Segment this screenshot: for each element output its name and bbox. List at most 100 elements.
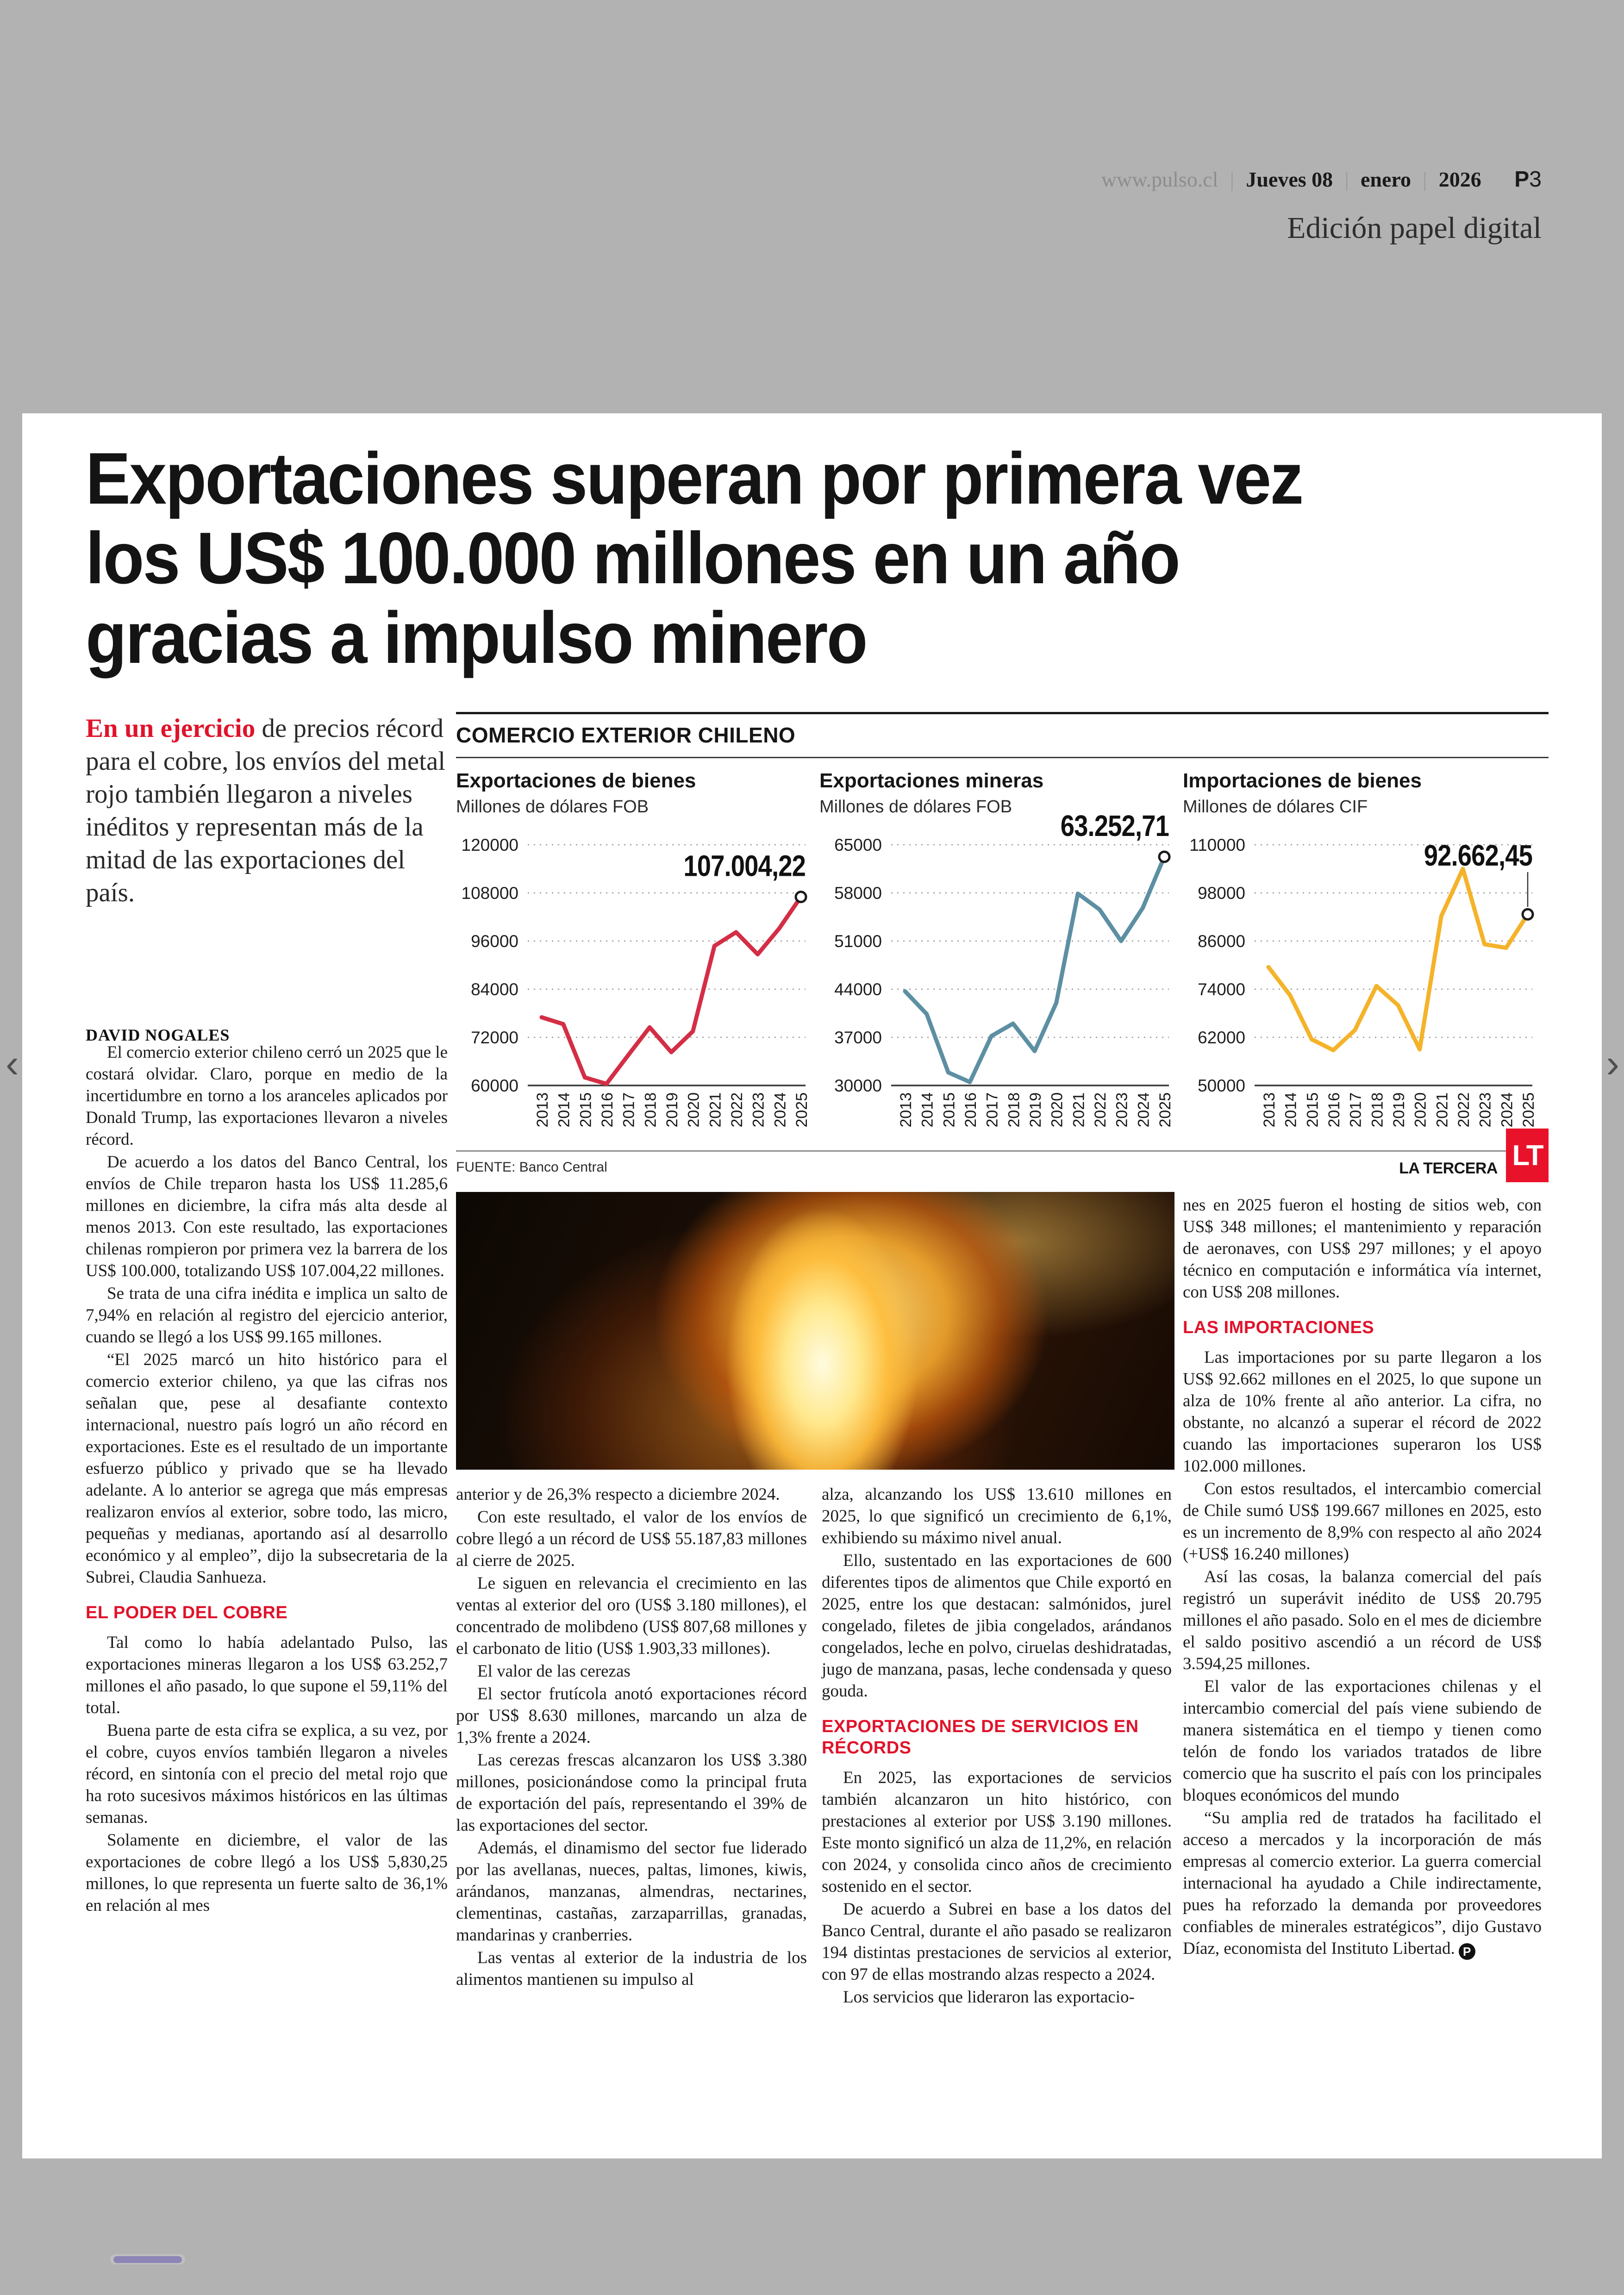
svg-text:2024: 2024 — [1135, 1092, 1152, 1128]
svg-text:84000: 84000 — [471, 980, 518, 999]
svg-text:2022: 2022 — [728, 1092, 746, 1128]
svg-text:2014: 2014 — [919, 1092, 937, 1128]
svg-text:2024: 2024 — [771, 1092, 789, 1128]
previous-page-arrow-icon[interactable]: ‹ — [6, 1041, 19, 1086]
svg-text:96000: 96000 — [471, 932, 518, 951]
svg-text:110000: 110000 — [1189, 836, 1245, 854]
svg-text:2013: 2013 — [534, 1092, 551, 1128]
svg-text:2023: 2023 — [1113, 1092, 1131, 1128]
molten-copper-photo — [456, 1192, 1174, 1470]
article-headline: Exportaciones superan por primera vez lo… — [86, 439, 1363, 678]
svg-text:Millones de dólares FOB: Millones de dólares FOB — [819, 797, 1012, 817]
svg-text:2021: 2021 — [1070, 1092, 1087, 1128]
body-paragraph: Las ventas al exterior de la industria d… — [456, 1948, 807, 1989]
body-paragraph: Así las cosas, la balanza comercial del … — [1183, 1567, 1542, 1673]
svg-text:2018: 2018 — [1368, 1092, 1386, 1128]
svg-text:2015: 2015 — [940, 1092, 958, 1128]
svg-text:2022: 2022 — [1455, 1092, 1473, 1128]
body-paragraph: El sector frutícola anotó exportaciones … — [456, 1684, 807, 1747]
body-paragraph: Con este resultado, el valor de los enví… — [456, 1508, 807, 1570]
separator: | — [1423, 168, 1427, 191]
svg-text:92.662,45: 92.662,45 — [1424, 839, 1532, 872]
svg-text:2025: 2025 — [793, 1092, 811, 1128]
svg-text:2025: 2025 — [1156, 1092, 1174, 1128]
site-url: www.pulso.cl — [1101, 168, 1218, 191]
svg-text:Exportaciones mineras: Exportaciones mineras — [819, 769, 1043, 792]
svg-text:108000: 108000 — [462, 884, 518, 903]
section-subhead: EL PODER DEL COBRE — [86, 1603, 288, 1622]
svg-text:2023: 2023 — [750, 1092, 768, 1128]
svg-text:2020: 2020 — [1049, 1092, 1066, 1128]
body-column-3: alza, alcanzando los US$ 13.610 millones… — [822, 1484, 1172, 2009]
svg-text:2023: 2023 — [1477, 1092, 1494, 1128]
body-paragraph: “Su amplia red de tratados ha facilitado… — [1183, 1807, 1542, 1960]
headline-line: gracias a impulso minero — [86, 597, 868, 679]
svg-text:2016: 2016 — [1325, 1092, 1343, 1128]
infographic-top-rule — [456, 712, 1549, 714]
svg-text:Millones de dólares FOB: Millones de dólares FOB — [456, 797, 649, 817]
separator: | — [1230, 168, 1234, 191]
svg-text:Millones de dólares CIF: Millones de dólares CIF — [1183, 797, 1368, 817]
chart-mining-exports: Exportaciones mineras Millones de dólares… — [819, 766, 1176, 1150]
end-of-article-mark: P — [1458, 1943, 1475, 1960]
lead-bold-text: En un ejercicio — [86, 714, 256, 743]
svg-text:65000: 65000 — [834, 836, 882, 854]
svg-text:2015: 2015 — [1304, 1092, 1321, 1128]
infographic-inner-rule — [456, 757, 1549, 758]
svg-text:2014: 2014 — [1282, 1092, 1300, 1128]
separator: | — [1344, 168, 1349, 191]
svg-text:2013: 2013 — [1261, 1092, 1278, 1128]
svg-text:2016: 2016 — [599, 1092, 616, 1128]
publisher-credit: LA TERCERA LT — [1399, 1129, 1549, 1182]
body-column-2: anterior y de 26,3% respecto a diciembre… — [456, 1484, 807, 1991]
body-paragraph: Buena parte de esta cifra se explica, a … — [86, 1721, 448, 1827]
svg-text:30000: 30000 — [834, 1076, 882, 1095]
chart-exports-goods: Exportaciones de bienes Millones de dólar… — [456, 766, 812, 1150]
body-paragraph: Las cerezas frescas alcanzaron los US$ 3… — [456, 1751, 807, 1835]
publisher-name: LA TERCERA — [1399, 1160, 1498, 1177]
svg-text:2019: 2019 — [1027, 1092, 1044, 1128]
source-note: FUENTE: Banco Central — [456, 1160, 607, 1175]
svg-text:63.252,71: 63.252,71 — [1061, 809, 1169, 842]
chart-imports-goods: Importaciones de bienes Millones de dólar… — [1183, 766, 1539, 1150]
next-page-arrow-icon[interactable]: › — [1606, 1041, 1619, 1086]
la-tercera-logo-icon: LT — [1506, 1129, 1549, 1182]
horizontal-scrollbar-thumb[interactable] — [113, 2256, 182, 2263]
svg-text:2017: 2017 — [984, 1092, 1001, 1128]
svg-text:2024: 2024 — [1498, 1092, 1516, 1128]
body-paragraph: nes en 2025 fueron el hosting de sitios … — [1183, 1196, 1542, 1302]
body-paragraph: En 2025, las exportaciones de servicios … — [822, 1768, 1172, 1896]
svg-text:74000: 74000 — [1198, 980, 1245, 999]
body-paragraph: El valor de las cerezas — [477, 1662, 631, 1681]
infographic-bottom-rule — [456, 1150, 1549, 1152]
svg-text:2021: 2021 — [1433, 1092, 1451, 1128]
body-paragraph: De acuerdo a Subrei en base a los datos … — [822, 1900, 1172, 1984]
svg-text:2021: 2021 — [706, 1092, 724, 1128]
svg-text:2017: 2017 — [620, 1092, 638, 1128]
date-month: enero — [1360, 168, 1411, 191]
svg-text:2017: 2017 — [1347, 1092, 1365, 1128]
svg-text:72000: 72000 — [471, 1028, 518, 1047]
svg-text:2018: 2018 — [642, 1092, 659, 1128]
svg-text:2013: 2013 — [897, 1092, 915, 1128]
edition-label: Edición papel digital — [1287, 211, 1542, 245]
svg-text:86000: 86000 — [1198, 932, 1245, 951]
svg-text:2020: 2020 — [1412, 1092, 1430, 1128]
page-number: P3 — [1514, 167, 1542, 192]
section-subhead: LAS IMPORTACIONES — [1183, 1318, 1374, 1337]
headline-line: los US$ 100.000 millones en un año — [86, 518, 1181, 599]
svg-text:Importaciones de bienes: Importaciones de bienes — [1183, 769, 1422, 792]
body-paragraph: Además, el dinamismo del sector fue lide… — [456, 1839, 807, 1945]
svg-text:2014: 2014 — [556, 1092, 573, 1128]
section-subhead: EXPORTACIONES DE SERVICIOS EN RÉCORDS — [822, 1717, 1139, 1758]
svg-text:98000: 98000 — [1198, 884, 1245, 903]
body-paragraph: De acuerdo a los datos del Banco Central… — [86, 1153, 448, 1280]
svg-text:120000: 120000 — [462, 836, 518, 854]
svg-text:Exportaciones de bienes: Exportaciones de bienes — [456, 769, 696, 792]
infographic-kicker: COMERCIO EXTERIOR CHILENO — [456, 723, 796, 747]
svg-text:51000: 51000 — [834, 932, 882, 951]
svg-text:2015: 2015 — [577, 1092, 594, 1128]
svg-text:2019: 2019 — [1390, 1092, 1408, 1128]
body-paragraph: Con estos resultados, el intercambio com… — [1183, 1479, 1542, 1564]
